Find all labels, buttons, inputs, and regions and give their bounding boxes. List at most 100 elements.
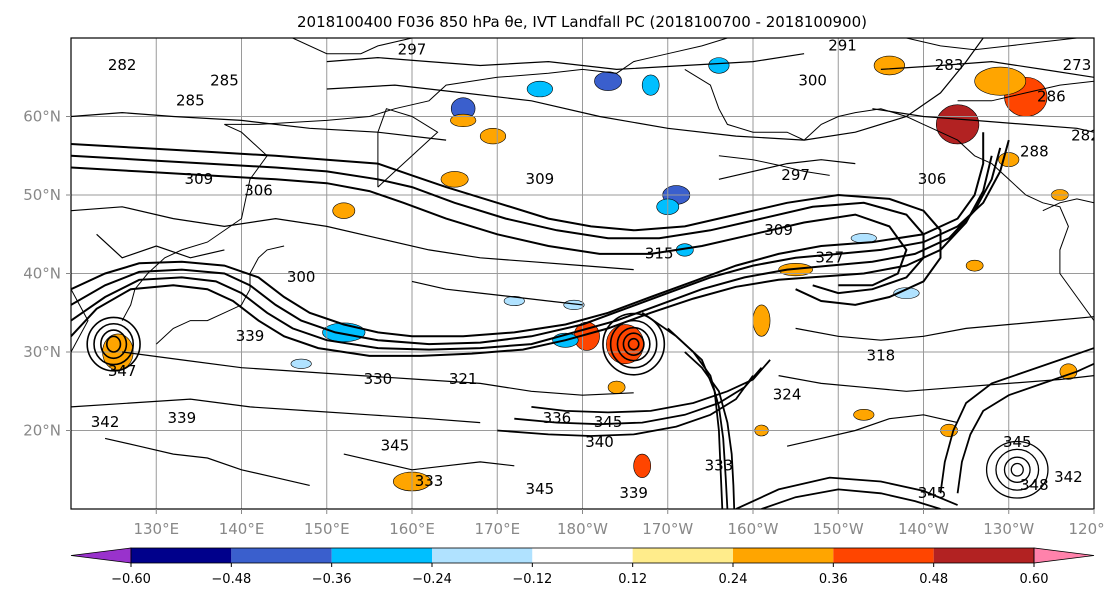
contour-label-10: 309 xyxy=(185,170,214,188)
contour-label-32: 333 xyxy=(415,472,444,490)
contour-line-28 xyxy=(104,437,310,486)
shading-blob-15 xyxy=(322,322,366,343)
contour-line-25 xyxy=(880,60,1094,78)
contour-label-28: 336 xyxy=(543,409,572,427)
contour-line-7 xyxy=(684,351,736,509)
contour-line-11 xyxy=(514,367,763,426)
contour-label-7: 286 xyxy=(1037,87,1066,105)
contour-label-21: 347 xyxy=(108,362,137,380)
contour-label-4: 291 xyxy=(828,36,857,54)
shading-blob-12 xyxy=(641,74,660,96)
contour-label-2: 285 xyxy=(176,91,205,109)
contour-line-22 xyxy=(778,375,1094,392)
colorbar-segment-6 xyxy=(733,548,834,563)
contour-label-9: 282 xyxy=(1071,127,1100,145)
contour-line-13 xyxy=(761,488,941,509)
colorbar-tick-label-8: 0.48 xyxy=(919,572,948,587)
y-axis-ticks: 20°N 30°N 40°N 50°N 60°N xyxy=(23,108,71,440)
colorbar-tick-label-0: −0.60 xyxy=(111,572,151,587)
coastline-9 xyxy=(906,38,1077,51)
contour-label-36: 345 xyxy=(918,484,947,502)
y-tick-label-2: 40°N xyxy=(23,265,61,283)
closed-contour-0-3 xyxy=(86,316,141,372)
closed-contour-1-1 xyxy=(622,332,645,356)
contour-label-33: 345 xyxy=(526,480,555,498)
colorbar-tick-label-9: 0.60 xyxy=(1020,572,1049,587)
contour-line-26 xyxy=(872,108,1094,133)
x-tick-label-5: 180°W xyxy=(557,520,608,538)
contour-label-39: 342 xyxy=(1054,468,1083,486)
closed-contour-2-0 xyxy=(1010,462,1024,477)
colorbar-frame xyxy=(130,547,1035,564)
contour-line-14 xyxy=(735,476,958,509)
contour-line-17 xyxy=(71,206,634,271)
closed-contour-1-4 xyxy=(602,312,666,376)
colorbar-segment-1 xyxy=(231,548,332,563)
contour-line-15 xyxy=(956,362,1094,494)
pc-shading xyxy=(102,55,1078,492)
x-tick-label-3: 160°E xyxy=(389,520,435,538)
contour-line-3 xyxy=(71,132,985,338)
x-tick-label-9: 140°W xyxy=(898,520,949,538)
coastline-8 xyxy=(292,38,413,55)
contour-label-5: 283 xyxy=(935,56,964,74)
shading-blob-22 xyxy=(752,304,771,337)
coastline-3 xyxy=(377,108,439,188)
colorbar-segment-5 xyxy=(632,548,733,563)
contour-line-32 xyxy=(718,159,856,180)
x-tick-label-10: 130°W xyxy=(983,520,1034,538)
colorbar-tick-label-4: −0.12 xyxy=(512,572,552,587)
contour-line-16 xyxy=(939,347,1094,494)
contour-line-0 xyxy=(71,143,942,306)
coastline-6 xyxy=(1042,198,1094,212)
contour-line-9 xyxy=(641,312,724,509)
closed-contour-0-2 xyxy=(93,322,135,366)
contour-label-34: 339 xyxy=(619,484,648,502)
shading-blob-10 xyxy=(594,71,623,91)
shading-blob-13 xyxy=(708,57,730,74)
x-tick-label-7: 160°W xyxy=(728,520,779,538)
x-tick-label-1: 140°E xyxy=(219,520,265,538)
colorbar-segment-4 xyxy=(532,548,633,563)
closed-contour-1-0 xyxy=(627,337,640,351)
colorbar-segment-8 xyxy=(933,548,1034,563)
colorbar-tick-label-7: 0.36 xyxy=(819,572,848,587)
closed-contour-0-1 xyxy=(100,329,128,360)
contour-label-6: 273 xyxy=(1063,56,1092,74)
shading-blob-27 xyxy=(853,409,875,421)
map-area: 282 285 285 297 291 283 273 286 288 282 309 306 309 3… xyxy=(70,36,1100,510)
contour-label-35: 333 xyxy=(705,456,734,474)
coastline-1 xyxy=(121,38,728,321)
shading-blob-3 xyxy=(935,104,980,145)
contour-line-27 xyxy=(96,233,225,259)
contour-label-23: 321 xyxy=(449,370,478,388)
colorbar-tick-label-6: 0.24 xyxy=(719,572,748,587)
y-tick-label-4: 60°N xyxy=(23,108,61,126)
shading-blob-11 xyxy=(526,80,553,98)
shading-blob-36 xyxy=(503,295,525,306)
x-tick-label-2: 150°E xyxy=(304,520,350,538)
contour-label-13: 309 xyxy=(764,221,793,239)
colorbar-segment-2 xyxy=(331,548,432,563)
contour-label-29: 345 xyxy=(594,413,623,431)
contour-label-17: 300 xyxy=(798,72,827,90)
shading-blob-6 xyxy=(873,55,906,76)
contour-line-30 xyxy=(786,414,958,447)
x-tick-label-0: 130°E xyxy=(133,520,179,538)
contour-label-16: 306 xyxy=(918,170,947,188)
chart-title: 2018100400 F036 850 hPa θe, IVT Landfall… xyxy=(297,13,867,31)
contour-label-19: 327 xyxy=(815,248,844,266)
contour-line-12 xyxy=(497,375,754,437)
closed-contour-2-3 xyxy=(985,440,1049,499)
x-tick-label-8: 150°W xyxy=(813,520,864,538)
contour-label-30: 340 xyxy=(585,433,614,451)
contour-labels: 282 285 285 297 291 283 273 286 288 282 309 306 309 3… xyxy=(91,36,1100,502)
shading-blob-24 xyxy=(633,453,651,478)
contour-label-15: 300 xyxy=(287,268,316,286)
closed-contour-2-1 xyxy=(1003,456,1031,483)
x-axis-ticks: 130°E 140°E 150°E 160°E 170°E 180°W 170°W 160°W… xyxy=(133,509,1105,538)
shading-blob-29 xyxy=(607,380,626,394)
contour-line-1 xyxy=(71,154,925,295)
contour-label-25: 339 xyxy=(168,409,197,427)
